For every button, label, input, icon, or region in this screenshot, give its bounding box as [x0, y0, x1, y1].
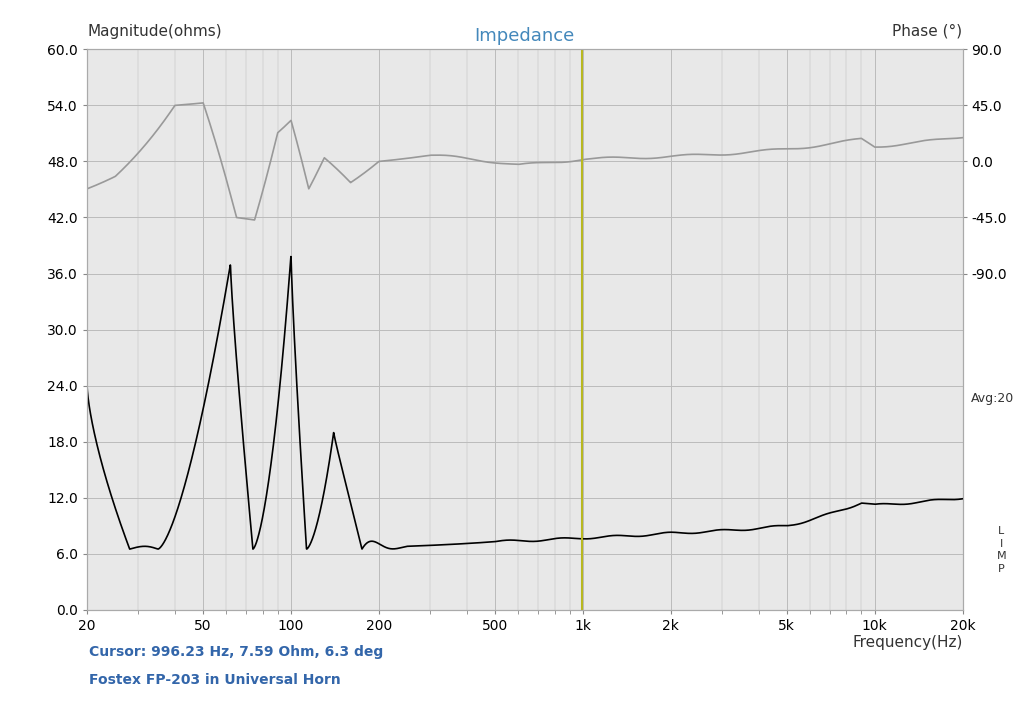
Text: Magnitude(ohms): Magnitude(ohms)	[87, 24, 221, 39]
Title: Impedance: Impedance	[475, 27, 574, 45]
Text: L
I
M
P: L I M P	[996, 527, 1007, 573]
Text: Frequency(Hz): Frequency(Hz)	[852, 634, 963, 649]
Text: Avg:20: Avg:20	[971, 392, 1014, 405]
Text: Cursor: 996.23 Hz, 7.59 Ohm, 6.3 deg: Cursor: 996.23 Hz, 7.59 Ohm, 6.3 deg	[89, 644, 383, 658]
Text: Fostex FP-203 in Universal Horn: Fostex FP-203 in Universal Horn	[89, 673, 341, 687]
Text: Phase (°): Phase (°)	[893, 24, 963, 39]
